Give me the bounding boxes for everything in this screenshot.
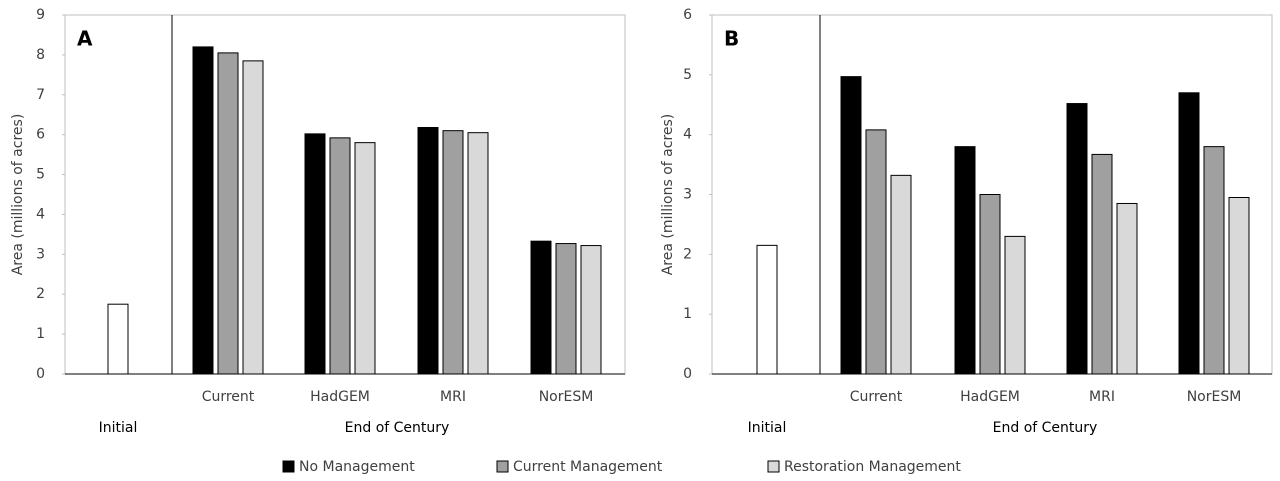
x-tick-label: Current [850, 389, 903, 405]
legend-swatch [282, 460, 295, 473]
y-tick-label: 1 [36, 326, 45, 342]
y-tick-label: 4 [683, 127, 692, 143]
x-group-label: Initial [99, 420, 138, 436]
bar [1091, 153, 1113, 375]
y-tick-label: 9 [36, 7, 45, 23]
x-tick-label: MRI [440, 389, 466, 405]
bar [979, 194, 1001, 375]
bar [865, 129, 887, 375]
bar [840, 76, 862, 375]
y-tick-label: 7 [36, 87, 45, 103]
bar [1004, 235, 1026, 375]
x-tick-label: HadGEM [310, 389, 370, 405]
y-tick-label: 0 [683, 366, 692, 382]
legend-swatch [496, 460, 509, 473]
bar [1228, 196, 1250, 375]
bar [242, 60, 264, 375]
legend-label: No Management [299, 459, 415, 475]
y-tick-label: 4 [36, 206, 45, 222]
y-tick-label: 3 [36, 246, 45, 262]
y-tick-label: 5 [683, 67, 692, 83]
y-axis-title: Area (millions of acres) [660, 114, 676, 276]
y-tick-label: 8 [36, 47, 45, 63]
x-group-label: End of Century [993, 420, 1098, 436]
bar [555, 243, 577, 375]
bar [580, 245, 602, 375]
y-tick-label: 3 [683, 187, 692, 203]
bar [192, 46, 214, 375]
y-tick-label: 5 [36, 167, 45, 183]
bar [890, 174, 912, 375]
bar [954, 146, 976, 375]
legend-label: Current Management [513, 459, 663, 475]
bar [417, 126, 439, 375]
y-axis-title: Area (millions of acres) [10, 114, 26, 276]
legend-label: Restoration Management [784, 459, 961, 475]
y-tick-label: 6 [683, 7, 692, 23]
bar [442, 130, 464, 375]
x-tick-label: HadGEM [960, 389, 1020, 405]
bar [107, 303, 129, 375]
x-group-label: End of Century [345, 420, 450, 436]
bar [1066, 103, 1088, 375]
x-tick-label: NorESM [1187, 389, 1242, 405]
y-tick-label: 1 [683, 306, 692, 322]
x-tick-label: MRI [1089, 389, 1115, 405]
panel-label: B [724, 27, 739, 51]
bar [530, 240, 552, 375]
bar [756, 244, 778, 375]
bar [217, 52, 239, 375]
y-tick-label: 2 [36, 286, 45, 302]
y-tick-label: 6 [36, 127, 45, 143]
x-tick-label: Current [202, 389, 255, 405]
bar [329, 137, 351, 375]
y-tick-label: 2 [683, 246, 692, 262]
legend-swatch [767, 460, 780, 473]
bar [1178, 92, 1200, 375]
panel-label: A [77, 27, 93, 51]
x-tick-label: NorESM [539, 389, 594, 405]
bar [1203, 146, 1225, 375]
bar [354, 142, 376, 375]
x-group-label: Initial [748, 420, 787, 436]
bar [304, 133, 326, 375]
bar [1116, 202, 1138, 375]
y-tick-label: 0 [36, 366, 45, 382]
bar [467, 132, 489, 375]
